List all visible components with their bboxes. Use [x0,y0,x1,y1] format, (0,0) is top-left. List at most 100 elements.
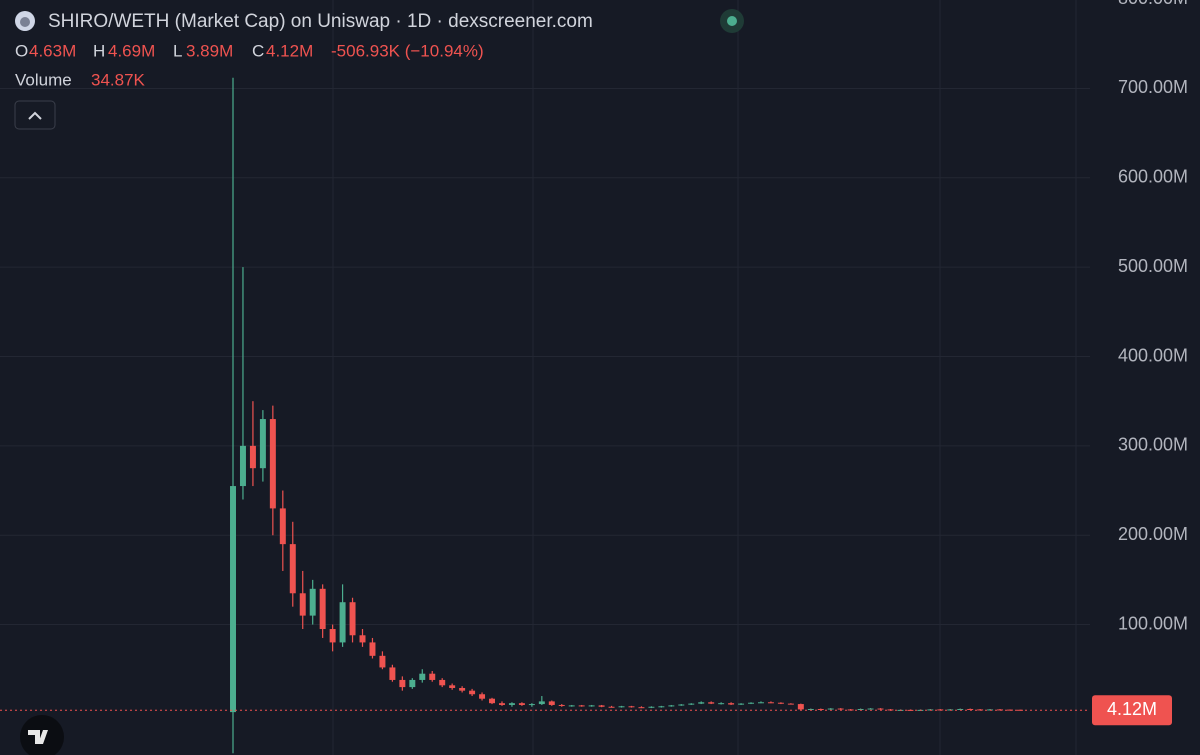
candle-body [329,629,336,643]
candle-body [668,705,675,707]
candle-body [648,706,655,708]
candle-body [867,708,874,710]
candle-body [807,708,814,710]
candle-body [857,708,864,710]
candle-body [469,690,476,695]
candle-body [299,593,306,616]
ohlc-label: L [173,41,182,60]
ohlc-label: O [15,41,28,60]
candle-body [877,708,884,710]
candle-body [688,703,695,705]
candle-body [459,687,466,691]
candle-body [738,703,745,705]
candle-body [767,702,774,704]
chevron-up[interactable] [28,111,42,120]
candle-body [279,508,286,545]
candle-body [578,705,585,707]
tv-logo[interactable] [20,715,64,755]
candle-body [339,602,346,643]
volume-value: 34.87K [91,70,146,89]
change: -506.93K (−10.94%) [331,41,484,60]
candle-body [289,544,296,594]
candle-body [817,708,824,710]
price-tag [1092,695,1172,726]
candle-body [449,685,456,688]
y-tick-label: 300.00M [1118,435,1188,455]
candle-body [797,704,804,710]
ohlc-value: 4.69M [108,41,155,60]
candle-body [369,642,376,656]
candle-body [558,704,565,706]
candle-body [419,673,426,680]
axis-background [1090,0,1200,755]
candle-body [728,703,735,705]
candle-body [568,705,575,707]
button-frame[interactable] [14,100,56,130]
y-tick-label: 200.00M [1118,524,1188,544]
y-tick-label: 400.00M [1118,345,1188,365]
candle-body [678,704,685,706]
candle-body [837,708,844,710]
candle-body [528,704,535,706]
logo-mark[interactable] [28,730,48,744]
candle-body [379,655,386,668]
candle-body [359,635,366,643]
candle-body [409,679,416,688]
candle-body [399,679,406,688]
y-tick-label: 800.00M [1118,0,1188,8]
candle-body [777,702,784,704]
ohlc-value: 4.12M [266,41,313,60]
candle-body [608,706,615,708]
y-tick-label: 100.00M [1118,613,1188,633]
y-tick-label: 600.00M [1118,167,1188,187]
candle-body [349,602,356,636]
candle-body [269,419,276,509]
candle-body [249,445,256,469]
candle-body [508,703,515,705]
status-dot [727,16,737,26]
candle-body [658,706,665,708]
ohlc-label: C [252,41,264,60]
ohlc-label: H [93,41,105,60]
candle-body [698,702,705,704]
plot-area [0,77,1090,754]
token-icon-face [20,17,30,27]
candle-body [518,703,525,705]
candle-body [548,701,555,705]
candle-body [259,419,266,469]
candle-body [618,706,625,708]
candle-body [757,702,764,704]
candle-body [429,673,436,680]
candle-body [538,701,545,705]
candle-body [309,588,316,616]
candle-body [479,694,486,699]
candle-body [967,708,974,710]
volume-label: Volume [15,70,72,89]
candle-body [638,707,645,709]
y-tick-label: 700.00M [1118,77,1188,97]
price-tag-label: 4.12M [1107,699,1157,719]
candle-body [239,445,246,487]
candle-body [787,703,794,705]
candle-body [489,698,496,704]
price-axis: 100.00M 200.00M 300.00M 400.00M 500.00M 600.0… [1090,0,1200,755]
candle-body [439,679,446,686]
candle-body [598,705,605,707]
candle-body [319,588,326,630]
collapse-button[interactable] [14,100,56,130]
candle-body [718,703,725,705]
candle-body [957,708,964,710]
candle-body [498,703,505,705]
candle-body [748,702,755,704]
candle-body [230,486,236,713]
candle-body [389,667,396,680]
candle-body [827,708,834,710]
candle-body [708,702,715,704]
ohlc-value: 4.63M [29,41,76,60]
candle-body [628,706,635,708]
ohlc-value: 3.89M [186,41,233,60]
candle-body [588,705,595,707]
